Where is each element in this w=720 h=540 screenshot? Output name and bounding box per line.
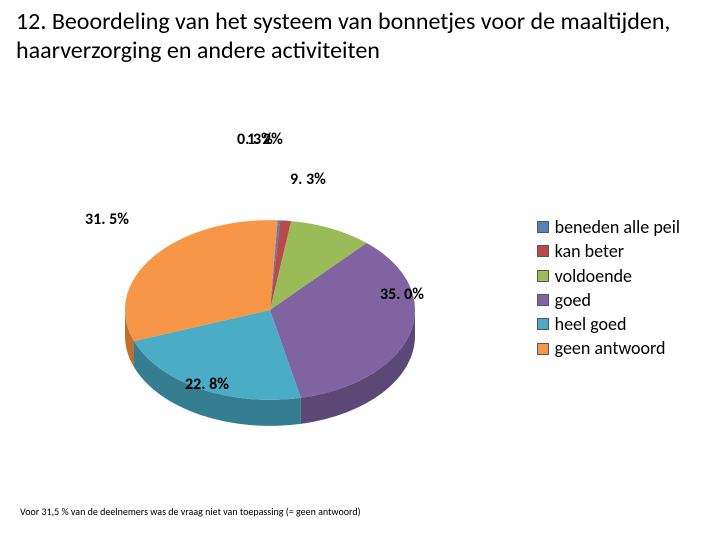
legend-label-4: heel goed [555,312,627,336]
legend-item-1: kan beter [537,239,680,263]
slice-label-4: 22. 8% [185,375,229,394]
legend-item-0: beneden alle peil [537,215,680,239]
slice-label-5: 31. 5% [85,210,129,229]
pie-svg [60,140,480,500]
legend-label-2: voldoende [555,264,632,288]
legend-label-1: kan beter [555,239,624,263]
legend-swatch-0 [537,221,549,233]
legend-swatch-1 [537,245,549,257]
legend-swatch-2 [537,270,549,282]
legend-swatch-3 [537,294,549,306]
legend-swatch-5 [537,343,549,355]
pie-chart: 0. 3% 1. 2% 9. 3% 35. 0% 22. 8% 31. 5% b… [0,110,720,470]
legend-label-0: beneden alle peil [555,215,680,239]
legend-item-4: heel goed [537,312,680,336]
legend-swatch-4 [537,318,549,330]
slice-label-3: 35. 0% [380,285,424,304]
page-title: 12. Beoordeling van het systeem van bonn… [16,8,704,66]
slice-label-1: 1. 2% [247,130,283,149]
footnote: Voor 31,5 % van de deelnemers was de vra… [20,505,361,518]
legend-label-5: geen antwoord [555,336,666,360]
slice-label-2: 9. 3% [290,170,326,189]
legend-label-3: goed [555,288,591,312]
legend-item-2: voldoende [537,264,680,288]
legend-item-5: geen antwoord [537,336,680,360]
legend-item-3: goed [537,288,680,312]
legend: beneden alle peil kan beter voldoende go… [537,215,680,361]
